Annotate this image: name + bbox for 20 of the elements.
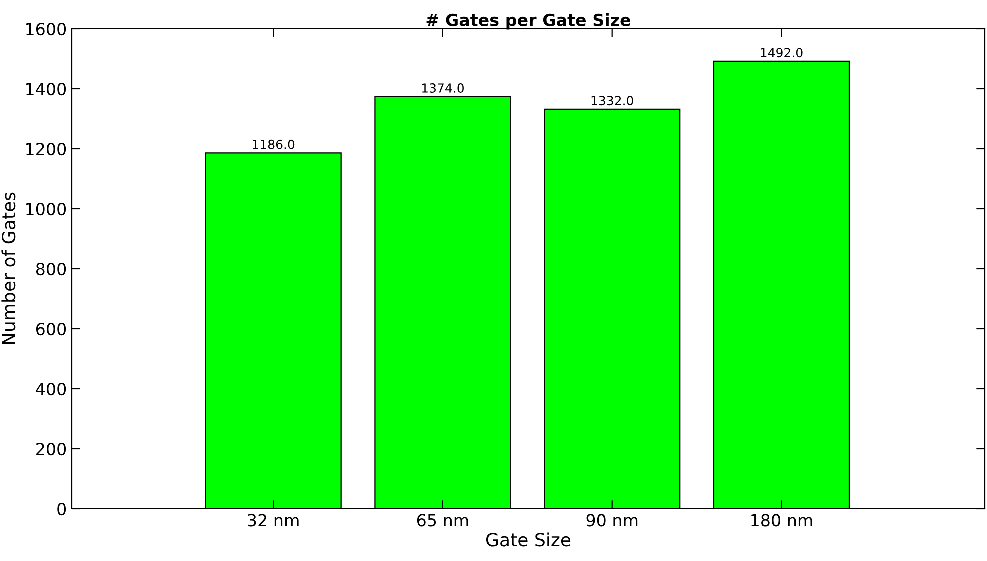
y-tick-label: 1400 [26, 82, 66, 96]
chart-title: # Gates per Gate Size [426, 14, 631, 30]
x-axis-title: Gate Size [486, 532, 571, 547]
x-tick-label: 180 nm [752, 514, 812, 527]
y-tick-label: 400 [36, 382, 66, 396]
y-axis-title: Number of Gates [2, 192, 16, 344]
y-tick-label: 1600 [26, 22, 66, 36]
data-label: 1332.0 [592, 96, 634, 106]
y-tick-label: 1000 [26, 202, 66, 216]
y-tick-label: 0 [58, 502, 66, 516]
y-tick-label: 600 [36, 322, 66, 336]
data-label: 1186.0 [253, 140, 295, 150]
x-tick-label: 65 nm [417, 514, 468, 527]
y-tick-label: 1200 [26, 142, 66, 156]
y-tick-label: 800 [36, 262, 66, 276]
x-tick-label: 90 nm [586, 514, 638, 527]
data-label: 1374.0 [422, 84, 464, 93]
x-tick-label: 32 nm [248, 514, 299, 527]
data-label: 1492.0 [761, 48, 803, 58]
y-tick-label: 200 [36, 442, 66, 456]
